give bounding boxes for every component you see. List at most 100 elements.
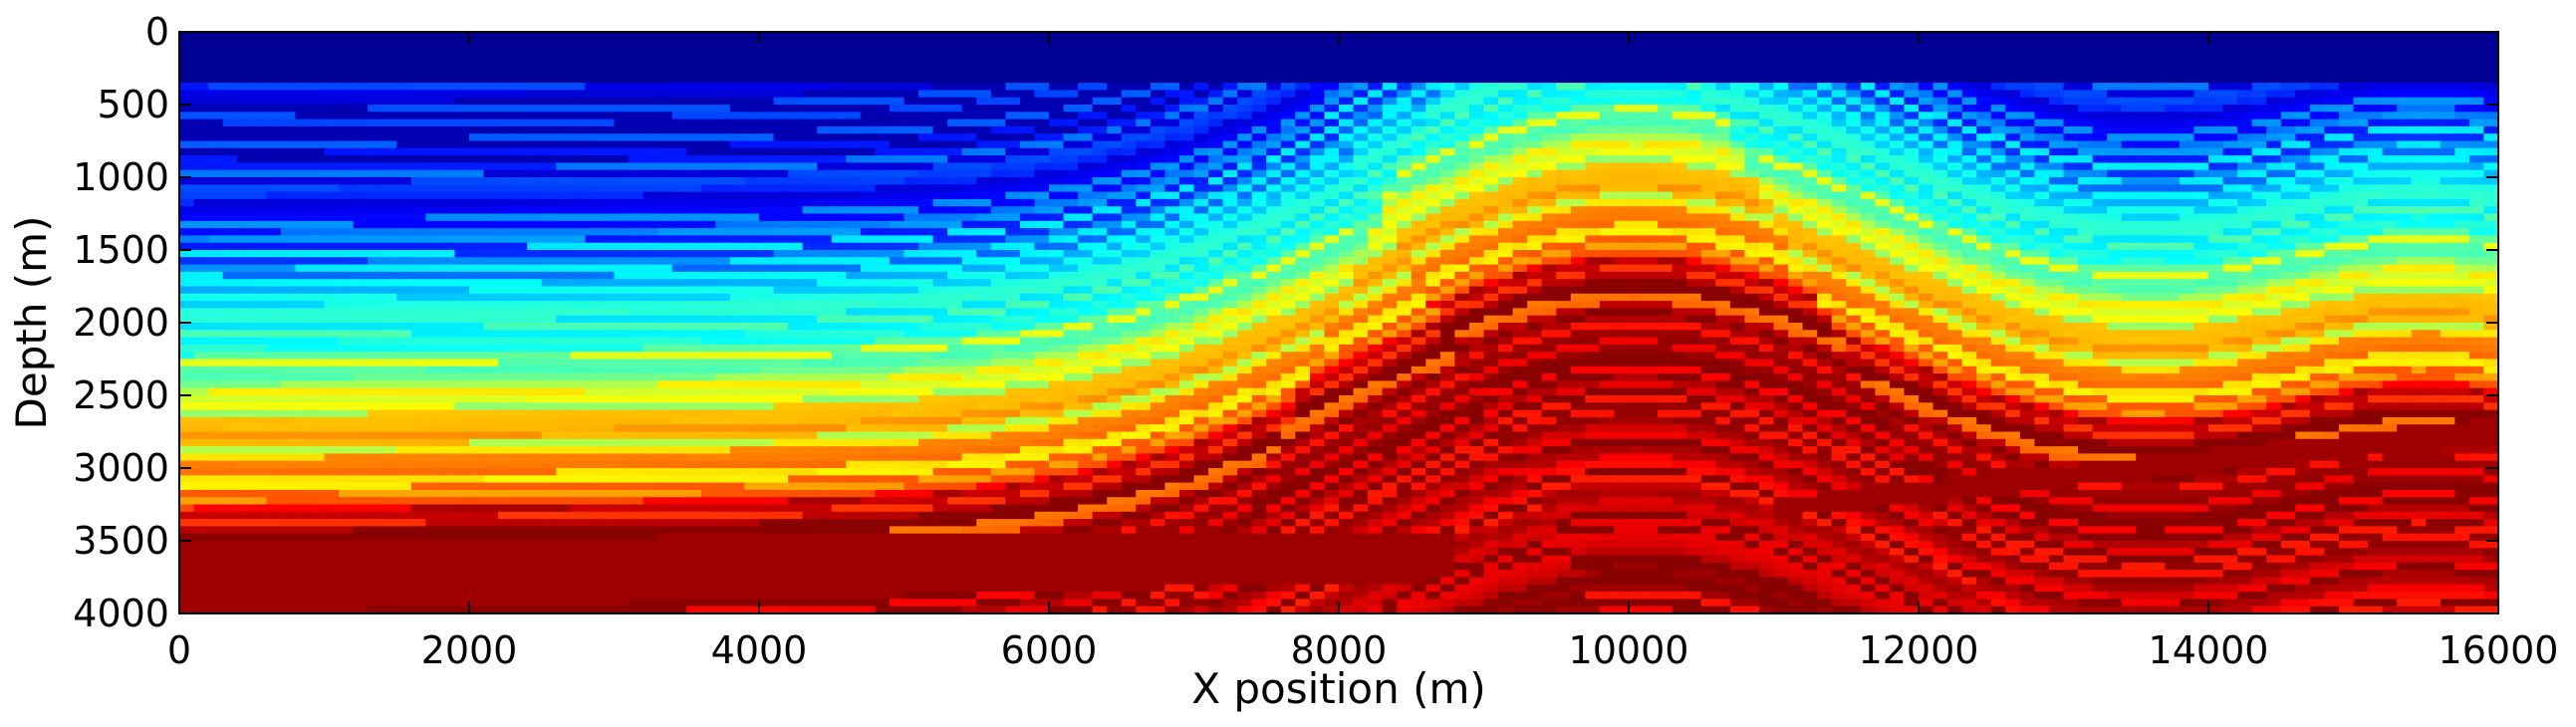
heatmap-cell xyxy=(368,75,384,84)
heatmap-cell xyxy=(382,133,397,142)
heatmap-cell xyxy=(875,119,891,127)
heatmap-cell xyxy=(193,155,209,163)
heatmap-cell xyxy=(439,68,456,77)
heatmap-cell xyxy=(2382,68,2398,77)
heatmap-cell xyxy=(1468,184,1485,193)
heatmap-cell xyxy=(1817,155,1833,163)
heatmap-cell xyxy=(237,242,253,251)
heatmap-cell xyxy=(2382,162,2398,171)
heatmap-cell xyxy=(512,250,528,258)
heatmap-cell xyxy=(1078,32,1094,40)
heatmap-cell xyxy=(773,39,789,48)
heatmap-cell xyxy=(512,90,528,99)
heatmap-cell xyxy=(1817,177,1833,185)
heatmap-cell xyxy=(2237,140,2253,149)
heatmap-cell xyxy=(425,220,441,229)
heatmap-cell xyxy=(2222,125,2238,134)
heatmap-cell xyxy=(1541,68,1557,77)
heatmap-cell xyxy=(1700,90,1716,99)
heatmap-cell xyxy=(599,125,616,134)
heatmap-cell xyxy=(1266,140,1282,149)
heatmap-cell xyxy=(686,250,702,258)
heatmap-cell xyxy=(1063,228,1079,236)
heatmap-cell xyxy=(961,105,977,113)
heatmap-cell xyxy=(1295,32,1311,40)
heatmap-cell xyxy=(2426,162,2442,171)
heatmap-cell xyxy=(237,112,253,121)
heatmap-cell xyxy=(2468,191,2485,200)
heatmap-cell xyxy=(700,235,716,244)
heatmap-cell xyxy=(1846,184,1862,193)
heatmap-cell xyxy=(1049,235,1065,244)
heatmap-cell xyxy=(2295,61,2311,70)
heatmap-cell xyxy=(2483,112,2498,121)
heatmap-cell xyxy=(773,162,789,171)
heatmap-cell xyxy=(266,228,282,236)
heatmap-cell xyxy=(1831,119,1847,127)
heatmap-cell xyxy=(614,220,630,229)
heatmap-cell xyxy=(2483,61,2498,70)
heatmap-cell xyxy=(918,119,934,127)
heatmap-cell xyxy=(1802,177,1818,185)
heatmap-cell xyxy=(1875,228,1891,236)
heatmap-cell xyxy=(324,140,340,149)
heatmap-cell xyxy=(990,213,1006,222)
heatmap-cell xyxy=(527,250,543,258)
heatmap-cell xyxy=(295,112,311,121)
heatmap-cell xyxy=(2193,177,2209,185)
heatmap-cell xyxy=(1107,220,1123,229)
heatmap-cell xyxy=(1932,177,1948,185)
heatmap-cell xyxy=(700,112,716,121)
heatmap-cell xyxy=(2063,97,2079,106)
heatmap-cell xyxy=(889,206,905,215)
heatmap-cell xyxy=(2092,97,2108,106)
heatmap-cell xyxy=(2034,162,2050,171)
heatmap-cell xyxy=(1585,90,1601,99)
heatmap-cell xyxy=(1875,242,1891,251)
heatmap-cell xyxy=(1904,39,1920,48)
heatmap-cell xyxy=(1744,133,1760,142)
heatmap-cell xyxy=(2222,39,2238,48)
heatmap-cell xyxy=(1744,206,1760,215)
heatmap-cell xyxy=(309,75,326,84)
heatmap-cell xyxy=(1324,133,1340,142)
heatmap-cell xyxy=(2034,61,2050,70)
heatmap-cell xyxy=(2280,133,2296,142)
heatmap-cell xyxy=(2005,46,2021,55)
heatmap-cell xyxy=(2136,177,2152,185)
heatmap-cell xyxy=(1309,162,1326,171)
heatmap-cell xyxy=(831,162,847,171)
heatmap-cell xyxy=(1658,46,1674,55)
heatmap-cell xyxy=(1658,53,1674,62)
heatmap-cell xyxy=(1498,242,1514,251)
heatmap-cell xyxy=(1454,140,1470,149)
heatmap-cell xyxy=(1961,125,1977,134)
heatmap-cell xyxy=(599,133,616,142)
heatmap-cell xyxy=(1280,235,1296,244)
heatmap-cell xyxy=(1758,32,1775,40)
heatmap-cell xyxy=(237,68,253,77)
heatmap-cell xyxy=(1599,177,1616,185)
heatmap-cell xyxy=(2078,75,2094,84)
heatmap-cell xyxy=(2468,53,2485,62)
heatmap-cell xyxy=(1817,220,1833,229)
heatmap-cell xyxy=(1512,169,1528,178)
heatmap-cell xyxy=(2107,177,2123,185)
heatmap-cell xyxy=(2034,125,2050,134)
heatmap-cell xyxy=(527,191,543,200)
heatmap-cell xyxy=(2121,213,2137,222)
heatmap-cell xyxy=(1019,32,1036,40)
heatmap-cell xyxy=(1541,147,1557,156)
heatmap-cell xyxy=(2295,250,2311,258)
heatmap-cell xyxy=(1222,235,1238,244)
heatmap-cell xyxy=(2034,184,2050,193)
heatmap-cell xyxy=(2368,39,2384,48)
heatmap-cell xyxy=(629,177,644,185)
heatmap-cell xyxy=(1353,162,1369,171)
heatmap-cell xyxy=(1860,32,1876,40)
heatmap-cell xyxy=(222,228,238,236)
heatmap-cell xyxy=(1729,198,1745,207)
heatmap-cell xyxy=(1193,177,1209,185)
heatmap-cell xyxy=(556,213,572,222)
heatmap-cell xyxy=(1585,235,1601,244)
